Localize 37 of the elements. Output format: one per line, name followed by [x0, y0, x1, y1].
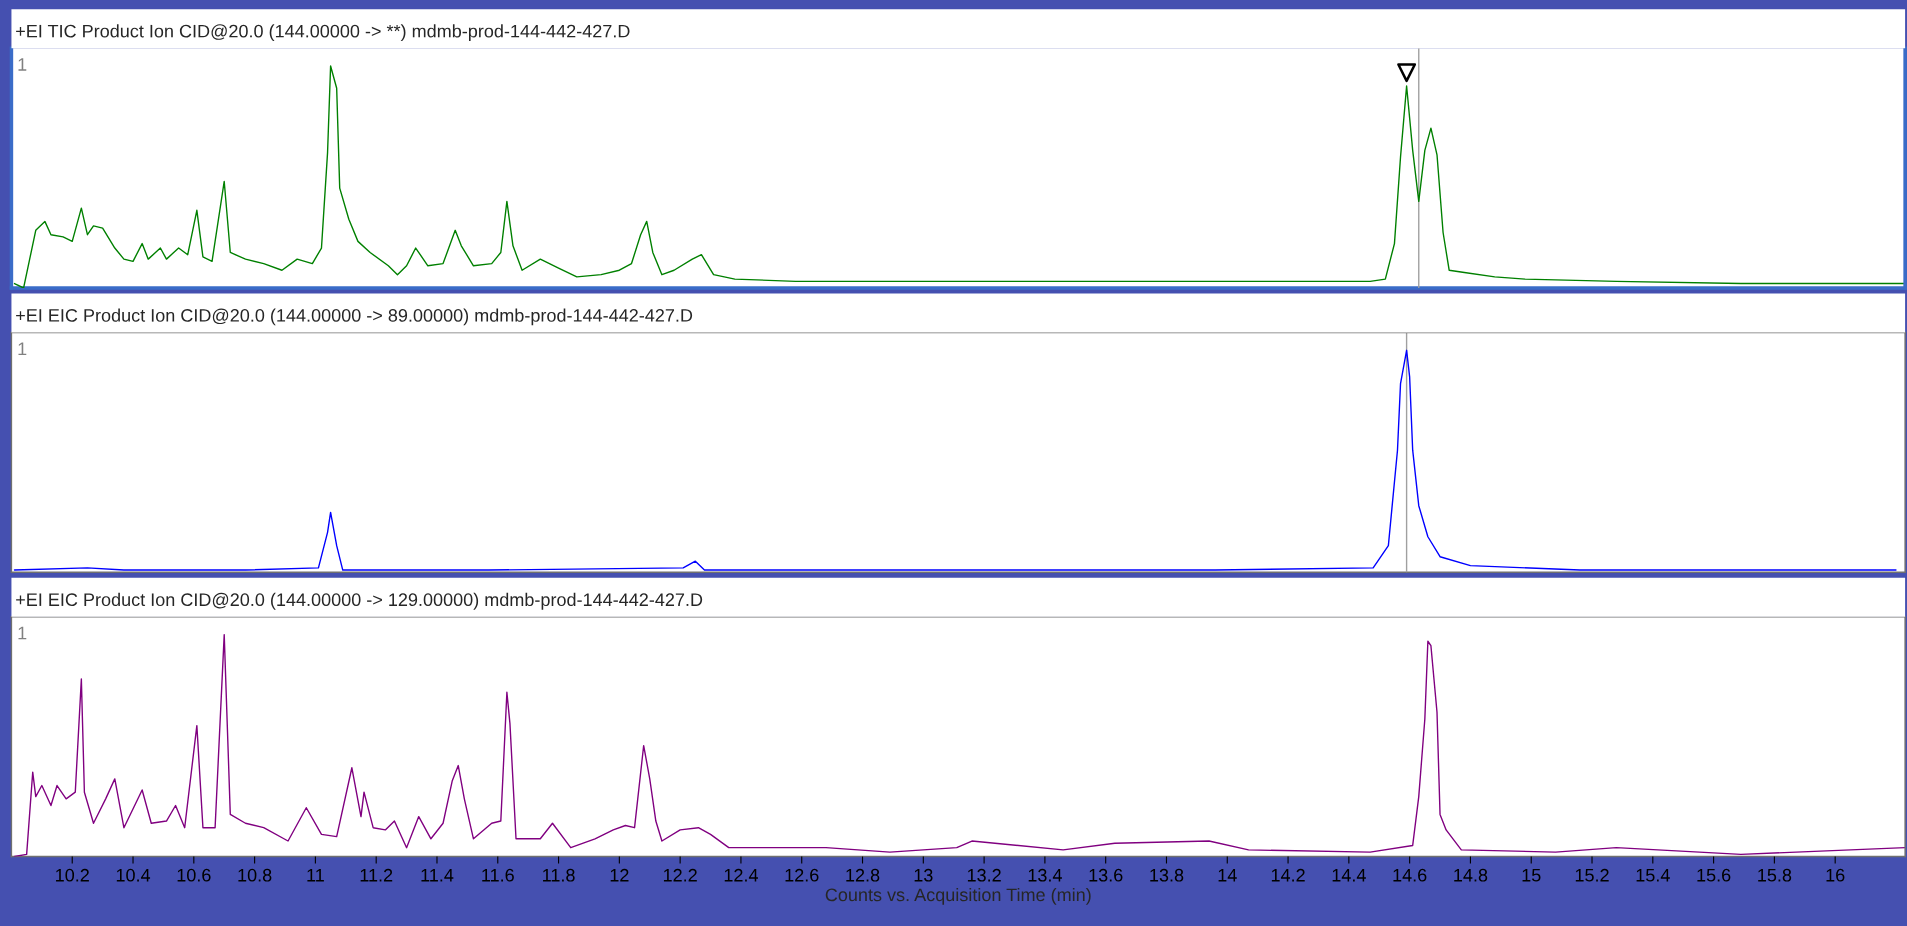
x-tick-label: 13 — [914, 868, 933, 882]
x-tick-label: 11.8 — [543, 868, 575, 882]
x-tick-label: 14 — [1218, 869, 1237, 882]
chart-title: +EI EIC Product Ion CID@20.0 (144.00000 -> 89.00000) mdmb-prod-144-442-427.D — [16, 308, 693, 326]
chart-title: +EI EIC Product Ion CID@20.0 (144.00000 -> 129.00000) mdmb-prod-144-442-427.D — [16, 592, 703, 610]
x-tick-label: 16 — [1826, 868, 1845, 882]
annotation: 1 — [18, 626, 27, 640]
x-axis-title: Counts vs. Acquisition Time (min) — [825, 887, 1091, 905]
x-tick-label: 12.8 — [846, 868, 880, 882]
x-tick-label: 13.4 — [1028, 868, 1062, 882]
x-tick-label: 11.2 — [360, 868, 393, 882]
x-tick-label: 10.4 — [116, 868, 151, 882]
x-tick-label: 10.8 — [238, 868, 272, 882]
x-tick-label: 14.4 — [1332, 869, 1366, 882]
x-tick-label: 15 — [1522, 869, 1541, 882]
x-tick-label: 11 — [307, 869, 324, 882]
x-tick-label: 15.4 — [1636, 869, 1670, 882]
x-tick-label: 12.4 — [724, 868, 758, 882]
x-tick-label: 12.2 — [663, 868, 697, 882]
x-tick-label: 11.4 — [421, 869, 454, 882]
x-tick-label: 11.6 — [482, 868, 514, 882]
annotation: 1 — [18, 58, 27, 71]
x-tick-label: 15.2 — [1575, 868, 1609, 882]
x-tick-label: 13.2 — [967, 868, 1001, 882]
x-tick-label: 13.8 — [1150, 868, 1184, 882]
x-tick-label: 10.2 — [56, 868, 89, 882]
x-tick-label: 12 — [610, 868, 629, 882]
x-tick-label: 14.2 — [1271, 868, 1305, 882]
x-tick-label: 12.6 — [785, 868, 819, 882]
x-tick-label: 14.6 — [1393, 868, 1427, 882]
x-tick-label: 13.6 — [1089, 868, 1123, 882]
x-tick-label: 15.8 — [1758, 868, 1792, 882]
x-tick-label: 10.6 — [177, 868, 211, 882]
x-tick-label: 14.8 — [1454, 868, 1488, 882]
annotation: 1 — [18, 342, 27, 355]
x-tick-label: 15.6 — [1697, 868, 1731, 882]
chart-title: +EI TIC Product Ion CID@20.0 (144.00000 -> **) mdmb-prod-144-442-427.D — [16, 24, 630, 42]
